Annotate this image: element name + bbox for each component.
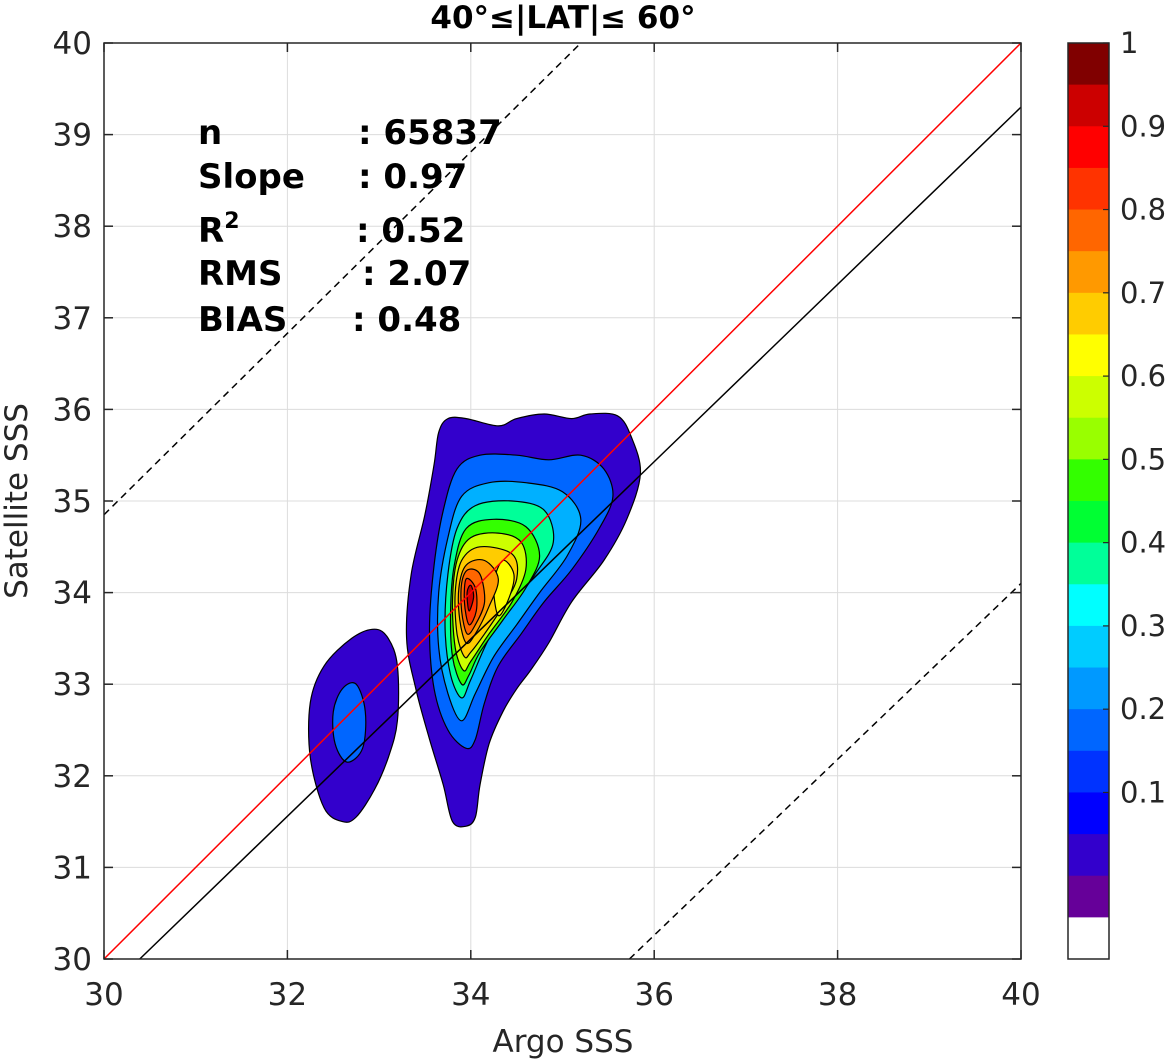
colorbar-segment bbox=[1068, 501, 1109, 544]
stat-value: : 0.97 bbox=[358, 157, 467, 197]
identity-line bbox=[103, 42, 1022, 960]
colorbar-tick-label: 1 bbox=[1120, 26, 1138, 60]
colorbar-tick-label: 0.7 bbox=[1120, 276, 1166, 310]
x-tick-label: 30 bbox=[84, 977, 123, 1013]
colorbar: 1 0.9 0.8 0.7 0.6 0.5 0.4 0.3 0.2 0.1 bbox=[1067, 26, 1166, 960]
colorbar-segment bbox=[1068, 126, 1109, 169]
reference-lines bbox=[103, 42, 1022, 960]
colorbar-segment bbox=[1068, 417, 1109, 460]
colorbar-segment bbox=[1068, 750, 1109, 794]
stat-value: : 0.52 bbox=[356, 211, 465, 251]
lower-bound-line bbox=[628, 582, 1022, 960]
contour-fills bbox=[307, 412, 642, 828]
y-axis-label: Satellite SSS bbox=[0, 403, 35, 599]
colorbar-tick-label: 0.4 bbox=[1120, 526, 1166, 560]
stat-label: n bbox=[198, 113, 222, 153]
x-tick-label: 38 bbox=[818, 977, 857, 1013]
y-tick-label: 34 bbox=[53, 576, 92, 612]
colorbar-segment bbox=[1068, 625, 1109, 669]
y-tick-label: 36 bbox=[53, 392, 92, 428]
colorbar-tick-label: 0.3 bbox=[1120, 609, 1166, 643]
colorbar-segment bbox=[1068, 459, 1109, 502]
colorbar-tick-label: 0.8 bbox=[1120, 193, 1166, 227]
colorbar-segment bbox=[1068, 542, 1109, 585]
colorbar-segment bbox=[1068, 917, 1109, 960]
x-tick-label: 32 bbox=[268, 977, 307, 1013]
colorbar-tick-label: 0.5 bbox=[1120, 442, 1166, 476]
stat-label: BIAS bbox=[198, 300, 287, 340]
x-axis-label: Argo SSS bbox=[493, 1024, 634, 1060]
x-tick-label: 40 bbox=[1001, 977, 1040, 1013]
stat-label: R2 bbox=[198, 209, 240, 251]
colorbar-tick-label: 0.2 bbox=[1120, 692, 1166, 726]
y-tick-label: 38 bbox=[53, 209, 92, 245]
x-tick-label: 34 bbox=[451, 977, 490, 1013]
stats-annotation: n : 65837 Slope : 0.97 R2 : 0.52 RMS : 2.07 BIAS… bbox=[198, 113, 502, 340]
y-tick-label: 32 bbox=[53, 759, 92, 795]
colorbar-segment bbox=[1068, 334, 1109, 377]
y-tick-label: 40 bbox=[53, 26, 92, 62]
colorbar-segment bbox=[1068, 292, 1109, 336]
y-tick-label: 35 bbox=[53, 484, 92, 520]
contour-level-0_25-region-0 bbox=[332, 682, 367, 763]
y-tick-label: 30 bbox=[53, 942, 92, 978]
chart-title: 40°≤|LAT|≤ 60° bbox=[430, 0, 695, 36]
y-tick-label: 31 bbox=[53, 850, 92, 886]
upper-bound-line bbox=[103, 42, 582, 516]
stat-label: Slope bbox=[198, 157, 305, 197]
stat-label-superscript: 2 bbox=[224, 209, 239, 234]
y-tick-label: 37 bbox=[53, 301, 92, 337]
colorbar-tick-label: 0.6 bbox=[1120, 359, 1166, 393]
colorbar-segment bbox=[1068, 84, 1109, 127]
colorbar-segment bbox=[1068, 709, 1109, 752]
colorbar-segment bbox=[1068, 584, 1109, 627]
axis-ticks: 30 32 34 36 38 40 30 31 32 33 34 35 36 37 38 39 40 bbox=[53, 26, 1041, 1013]
colorbar-segment bbox=[1068, 376, 1109, 419]
x-tick-label: 36 bbox=[634, 977, 673, 1013]
colorbar-tick-label: 0.1 bbox=[1120, 775, 1166, 809]
y-tick-label: 39 bbox=[53, 118, 92, 154]
stat-value: : 65837 bbox=[358, 113, 502, 153]
colorbar-segment bbox=[1068, 834, 1109, 877]
stat-value: : 0.48 bbox=[352, 300, 461, 340]
stat-value: : 2.07 bbox=[362, 254, 471, 294]
colorbar-segment bbox=[1068, 167, 1109, 211]
colorbar-segment bbox=[1068, 792, 1109, 835]
colorbar-segment bbox=[1068, 875, 1109, 918]
colorbar-segment bbox=[1068, 251, 1109, 294]
stat-label: RMS bbox=[198, 254, 283, 294]
colorbar-segment bbox=[1068, 667, 1109, 710]
colorbar-segment bbox=[1068, 43, 1109, 86]
colorbar-tick-label: 0.9 bbox=[1120, 109, 1166, 143]
y-tick-label: 33 bbox=[53, 667, 92, 703]
colorbar-frame bbox=[1067, 42, 1110, 960]
regression-line bbox=[139, 106, 1022, 960]
colorbar-segment bbox=[1068, 209, 1109, 252]
